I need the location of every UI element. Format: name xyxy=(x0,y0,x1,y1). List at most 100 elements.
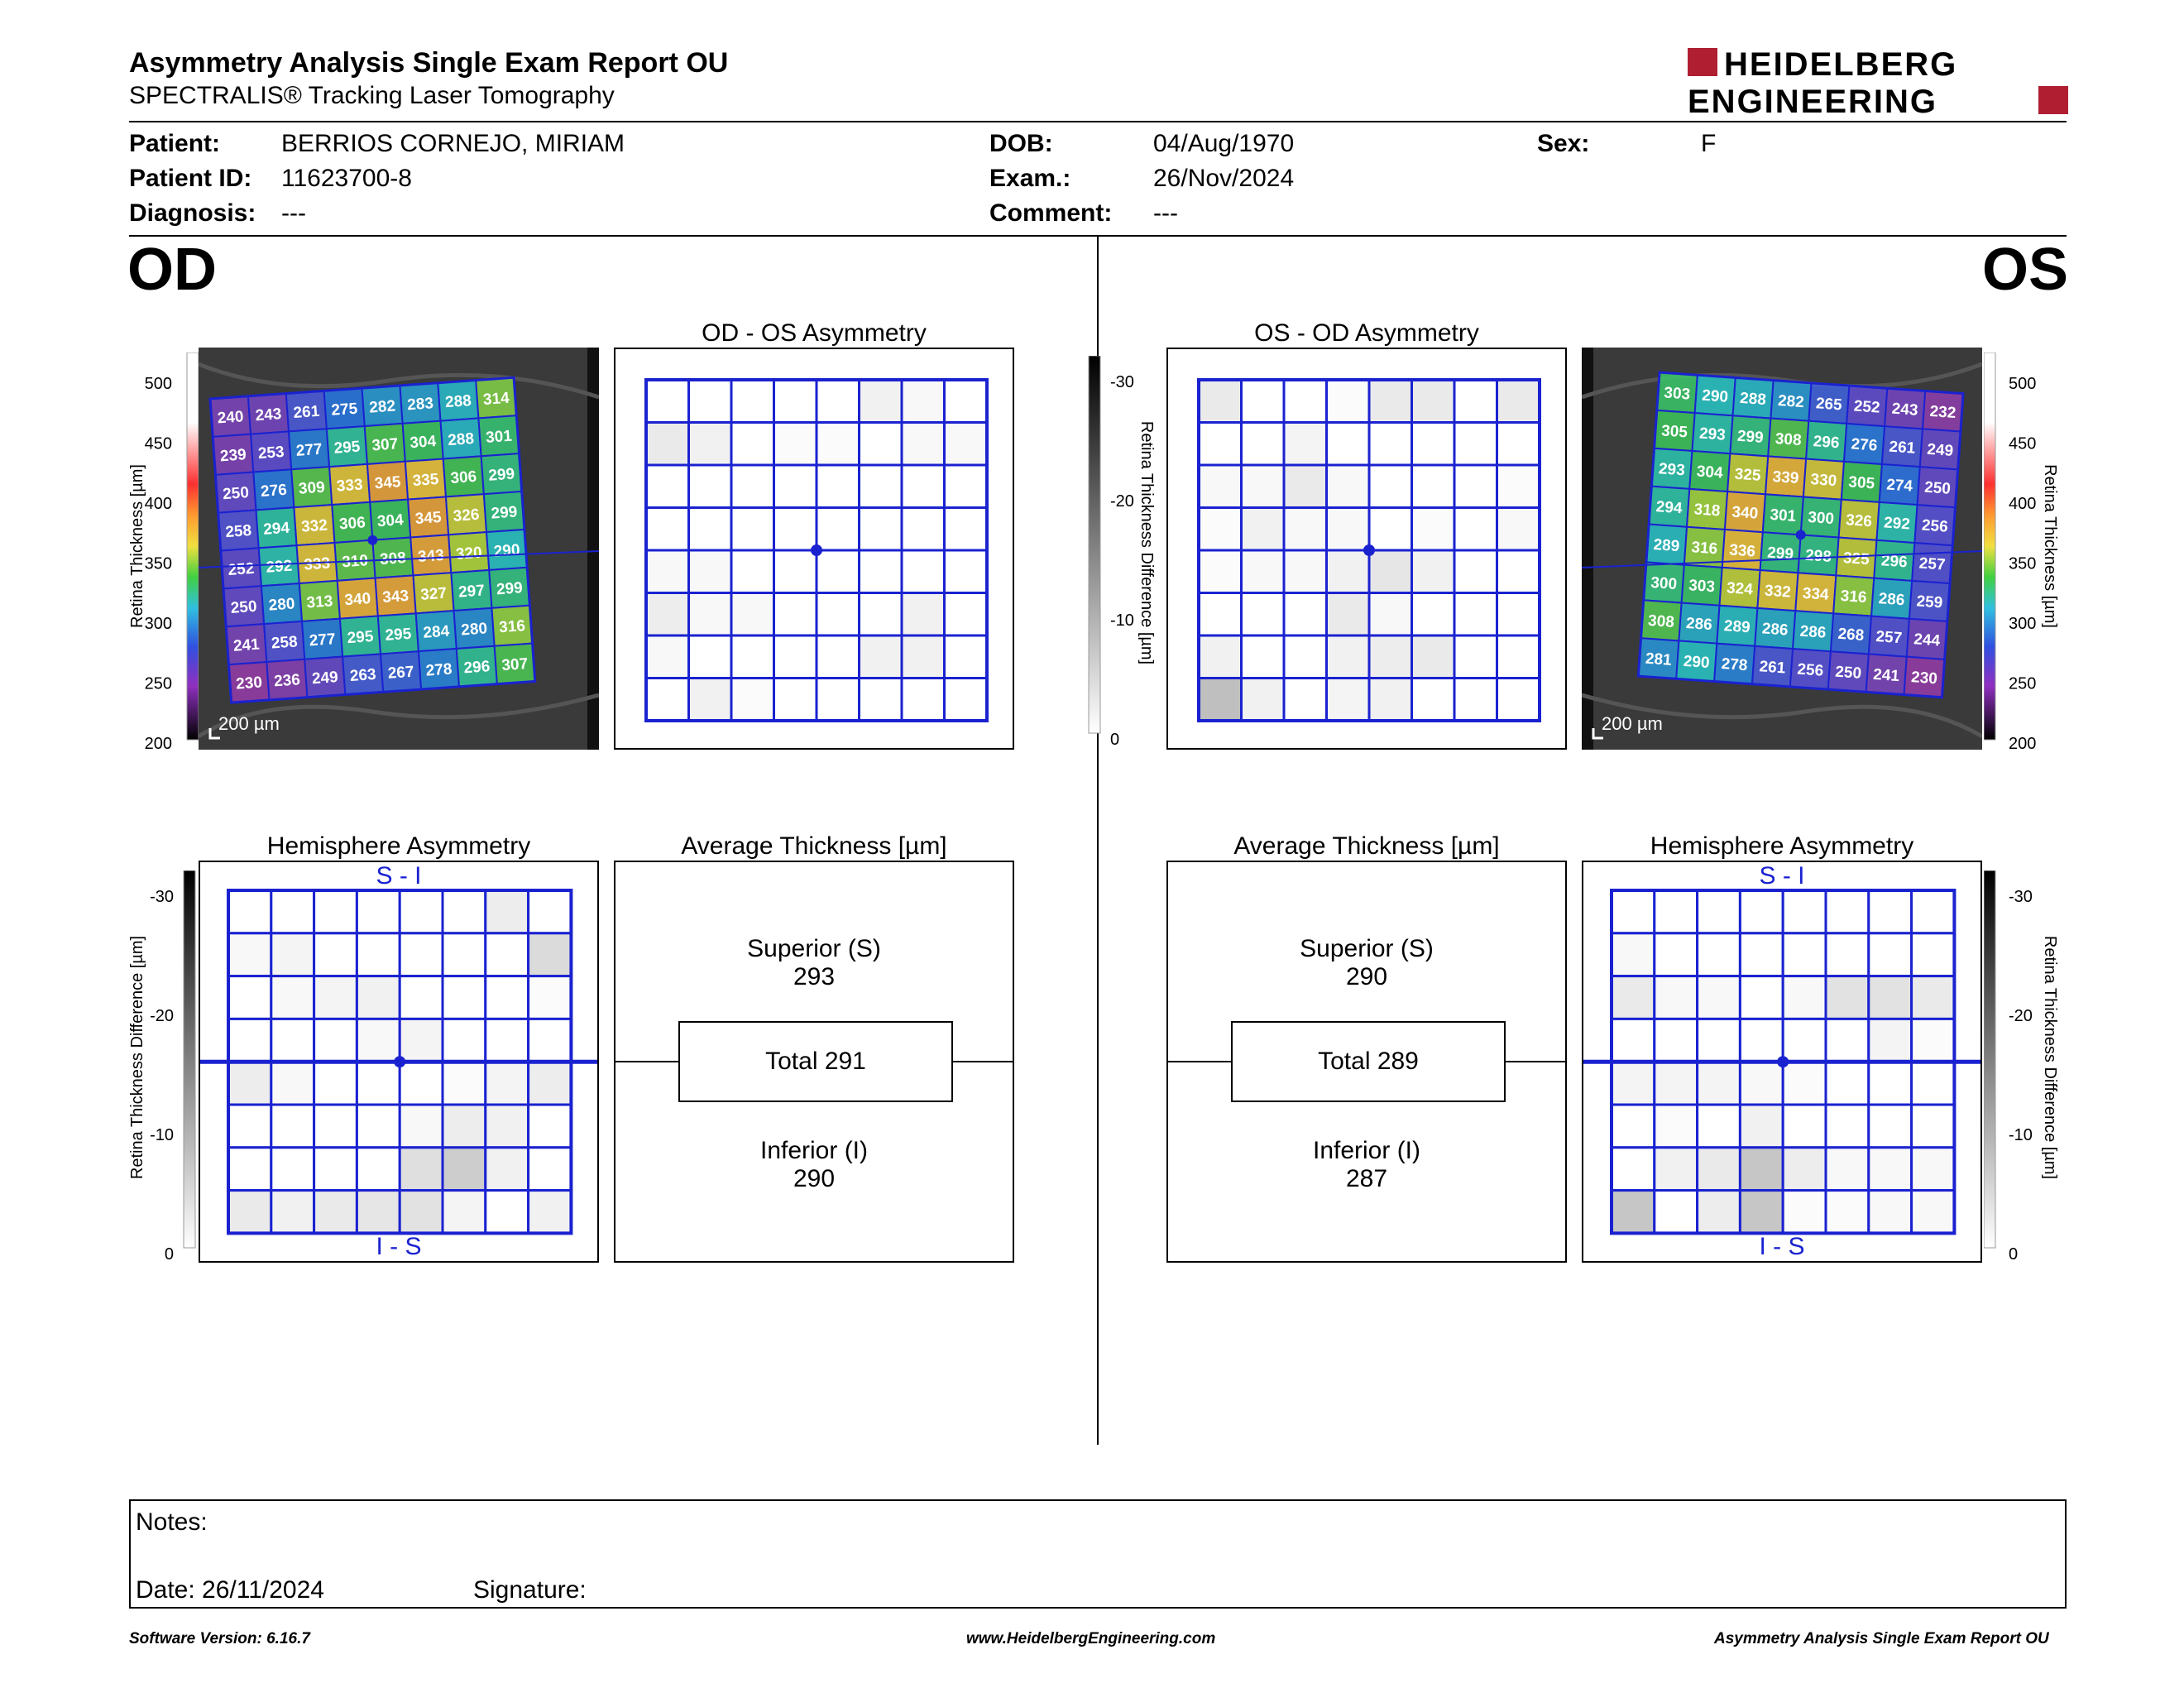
od-asymmetry-panel xyxy=(614,348,1014,750)
od-hemi-cell xyxy=(355,889,401,935)
report-title: Asymmetry Analysis Single Exam Report OU xyxy=(129,47,729,79)
od-thickness-value: 295 xyxy=(347,628,375,647)
os-hemi-cell xyxy=(1610,1146,1656,1192)
os-asym-border xyxy=(1197,378,1541,722)
os-difference-tick: 0 xyxy=(2009,1245,2018,1264)
os-asym-cell xyxy=(1325,634,1371,679)
od-asym-cell xyxy=(858,592,903,637)
od-thickness-value: 288 xyxy=(444,392,472,411)
os-thickness-value: 292 xyxy=(1883,514,1910,533)
od-thickness-scale: 500 450 400 350 300 250 200 Retina Thickness [µ… xyxy=(128,352,199,750)
os-asym-cell xyxy=(1325,378,1371,424)
od-asym-cell xyxy=(858,378,903,424)
footer-website[interactable]: www.HeidelbergEngineering.com xyxy=(966,1630,1216,1647)
center-difference-axis-label: Retina Thickness Difference [µm] xyxy=(1138,421,1156,664)
os-asym-cell xyxy=(1367,463,1413,509)
os-hemi-cell xyxy=(1696,1017,1741,1063)
od-thickness-value: 278 xyxy=(425,660,453,679)
os-difference-tick: -10 xyxy=(2009,1126,2033,1144)
os-hemi-cell xyxy=(1696,975,1741,1020)
od-hemisphere-panel: S - I I - S xyxy=(199,861,599,1263)
od-asym-cell xyxy=(815,592,860,637)
os-hemi-cell xyxy=(1738,1146,1784,1192)
os-thickness-value: 296 xyxy=(1813,433,1840,452)
comment-label: Comment: xyxy=(989,199,1113,227)
diagnosis-value: --- xyxy=(281,199,306,227)
od-scale-bar: 200 µm xyxy=(218,713,280,734)
os-asym-cell xyxy=(1367,421,1413,467)
os-hemisphere-title: Hemisphere Asymmetry xyxy=(1650,832,1914,860)
center-difference-tick: 0 xyxy=(1110,731,1119,749)
od-thickness-value: 295 xyxy=(385,626,413,645)
od-asym-cell xyxy=(773,634,818,679)
os-thickness-value: 268 xyxy=(1837,626,1865,645)
od-thickness-value: 297 xyxy=(457,582,485,601)
os-asym-cell xyxy=(1496,506,1541,552)
os-asym-cell xyxy=(1325,421,1371,467)
od-hemi-cell xyxy=(398,975,444,1020)
report-subtitle: SPECTRALIS® Tracking Laser Tomography xyxy=(129,82,615,109)
os-thickness-tick: 450 xyxy=(2009,435,2036,453)
od-hemi-cell xyxy=(441,1146,487,1192)
od-thickness-value: 345 xyxy=(374,473,402,492)
od-thickness-value: 290 xyxy=(493,541,520,560)
os-thickness-value: 298 xyxy=(1804,547,1832,566)
od-thickness-map: 240 243 261 275 282 283 288 314 239 253 277 295 307 3… xyxy=(199,348,599,750)
os-asym-cell xyxy=(1496,421,1541,467)
os-thickness-value: 289 xyxy=(1653,536,1680,555)
os-thickness-value: 301 xyxy=(1770,506,1798,525)
os-hemi-cell xyxy=(1653,1189,1699,1235)
os-inferior-value: 287 xyxy=(1345,1165,1388,1192)
os-hemi-cell xyxy=(1781,1189,1827,1235)
os-asym-cell xyxy=(1282,421,1328,467)
od-hemi-cell xyxy=(270,1146,316,1192)
os-asym-cell xyxy=(1240,549,1286,594)
os-thickness-value: 250 xyxy=(1835,664,1862,683)
od-hemi-fovea-marker xyxy=(394,1056,406,1068)
od-asym-cell xyxy=(687,549,733,594)
os-hemi-cell xyxy=(1867,1060,1913,1106)
od-asym-cell xyxy=(687,634,733,679)
os-asym-cell xyxy=(1410,421,1456,467)
os-thickness-value: 257 xyxy=(1918,554,1946,573)
os-asym-cell xyxy=(1453,592,1498,637)
os-hemi-cell xyxy=(1738,1017,1784,1063)
os-thickness-value: 286 xyxy=(1761,620,1789,639)
od-thickness-value: 306 xyxy=(450,468,477,487)
os-asym-cell xyxy=(1197,506,1243,552)
od-thickness-value: 252 xyxy=(228,560,255,579)
od-thickness-value: 343 xyxy=(382,587,410,607)
od-thickness-value: 284 xyxy=(423,623,451,642)
od-asym-cell xyxy=(773,549,818,594)
od-thickness-value: 249 xyxy=(311,669,338,688)
notes-box[interactable]: Notes: Date: 26/11/2024 Signature: xyxy=(129,1499,2067,1609)
od-asymmetry-title: OD - OS Asymmetry xyxy=(702,319,927,347)
os-asym-cell xyxy=(1240,506,1286,552)
od-thickness-value: 326 xyxy=(453,506,480,525)
os-difference-colorbar xyxy=(1984,870,1996,1249)
os-asym-cell xyxy=(1325,506,1371,552)
os-hemi-cell xyxy=(1781,1103,1827,1149)
os-asym-cell xyxy=(1453,378,1498,424)
os-thickness-value: 288 xyxy=(1739,390,1766,409)
od-hemi-cell xyxy=(484,975,530,1020)
od-hemi-cell xyxy=(527,889,572,935)
os-difference-axis-label: Retina Thickness Difference [µm] xyxy=(2041,936,2059,1179)
os-asym-cell xyxy=(1197,634,1243,679)
od-hemi-cell xyxy=(441,1189,487,1235)
logo-line2: ENGINEERING xyxy=(1688,84,1937,116)
os-asym-cell xyxy=(1410,378,1456,424)
os-asym-cell xyxy=(1325,463,1371,509)
os-thickness-value: 305 xyxy=(1660,422,1688,441)
od-thickness-value: 288 xyxy=(448,430,475,449)
os-thickness-value: 340 xyxy=(1731,504,1759,523)
od-asym-cell xyxy=(815,549,860,594)
od-thickness-value: 345 xyxy=(414,509,443,528)
os-thickness-value: 303 xyxy=(1688,577,1716,596)
os-hemi-cell xyxy=(1910,932,1956,978)
od-hemi-cell xyxy=(313,932,358,978)
od-hemi-cell xyxy=(527,1017,572,1063)
os-thickness-value: 259 xyxy=(1916,592,1943,611)
os-asym-cell xyxy=(1282,592,1328,637)
os-scale-bar-mark xyxy=(1592,728,1603,740)
